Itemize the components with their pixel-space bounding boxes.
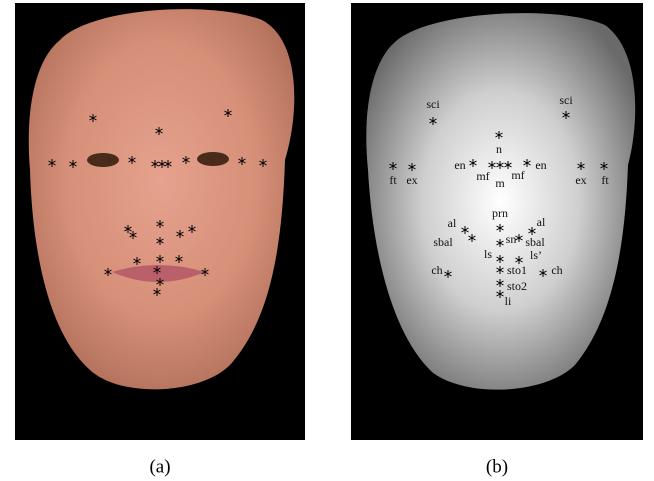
landmark-label: li <box>505 294 512 308</box>
panel-b: sci sci n en en mf mf m ft ex ex ft prn … <box>351 3 643 477</box>
landmark-label: ft <box>389 173 397 187</box>
landmark-label: sto2 <box>507 279 527 293</box>
landmark-label: n <box>496 142 502 156</box>
caption: (b) <box>486 456 508 477</box>
landmark-label: en <box>535 158 546 172</box>
landmark-label: ch <box>551 263 562 277</box>
face <box>366 13 635 390</box>
landmark-label: ex <box>406 173 417 187</box>
landmark-label: mf <box>511 168 524 182</box>
landmark-label: sto1 <box>507 263 527 277</box>
landmark-label: prn <box>492 206 508 220</box>
panel-a: (a) <box>15 3 305 477</box>
landmark-label: ch <box>431 263 442 277</box>
eye <box>87 153 119 167</box>
landmark-label: sn <box>506 232 517 246</box>
landmark-label: sci <box>559 93 573 107</box>
landmark-label: ls <box>484 247 492 261</box>
landmark-label: ex <box>575 173 586 187</box>
landmark-label: sci <box>426 97 440 111</box>
figure: (a) sci sci n en en mf mf m ft ex e <box>0 0 654 481</box>
landmark-label: al <box>448 216 457 230</box>
landmark-label: mf <box>476 169 489 183</box>
landmark-label: m <box>495 176 505 190</box>
landmark-label: sbal <box>433 235 453 249</box>
landmark-label: sbal <box>525 235 545 249</box>
landmark-label: ft <box>601 173 609 187</box>
eye <box>197 152 229 166</box>
caption: (a) <box>149 456 170 477</box>
landmark-label: al <box>537 215 546 229</box>
landmark-label: ls’ <box>530 248 542 262</box>
landmark-label: en <box>454 158 465 172</box>
